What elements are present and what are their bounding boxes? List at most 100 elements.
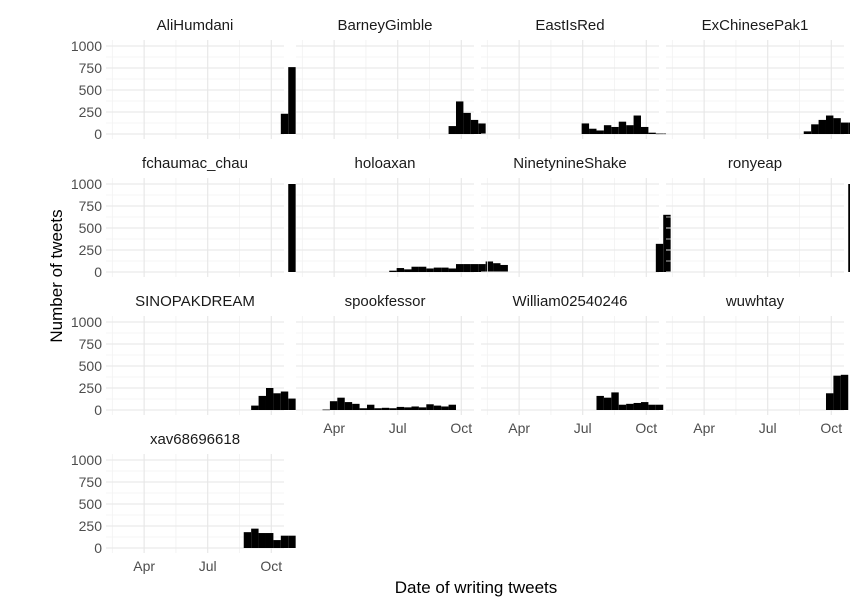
x-tick-label: Apr [323,420,345,436]
histogram-bar [618,121,627,134]
histogram-bar [640,126,649,134]
histogram-bar [640,402,649,410]
histogram-bar [411,406,419,410]
histogram-bar [322,409,330,411]
histogram-bar [611,392,619,410]
histogram-bar [258,533,266,548]
histogram-bar [633,115,641,134]
histogram-bar [418,266,427,272]
y-tick-label: 750 [79,474,103,490]
histogram-bar [811,124,819,134]
histogram-bar [352,403,360,410]
histogram-bar [396,268,405,272]
histogram-bar [803,131,812,134]
histogram-bar [848,122,850,134]
histogram-bar [337,397,345,410]
panel-title: William02540246 [512,293,627,310]
histogram-bar [611,126,619,134]
histogram-bar [648,132,656,134]
histogram-bar [655,133,664,135]
panel-title: AliHumdani [157,17,234,34]
histogram-bar [426,268,434,272]
x-tick-label: Oct [635,420,657,436]
panel-title: holoaxan [355,155,416,172]
histogram-bar [581,123,590,134]
histogram-bar [840,374,849,410]
histogram-bar [329,401,338,410]
y-tick-label: 250 [79,380,103,396]
histogram-bar [288,184,296,272]
histogram-bar [265,388,274,410]
histogram-bar [404,269,412,272]
facet-panel: SINOPAKDREAM 0 250 500 750 1000 [71,293,296,418]
facet-panel: ExChinesePak1 [666,17,850,139]
x-tick-label: Apr [508,420,530,436]
y-tick-label: 0 [94,126,102,142]
histogram-bar [500,264,508,272]
y-tick-label: 500 [79,82,103,98]
y-tick-label: 0 [94,264,102,280]
histogram-bar [359,408,367,410]
facet-panel: AliHumdani 0 250 500 750 1000 [71,17,296,142]
facet-panel: William02540246 Apr Jul Oct [481,293,664,436]
x-tick-label: Jul [389,420,407,436]
histogram-bar [288,535,296,548]
histogram-bar [366,404,375,410]
x-tick-label: Jul [199,558,217,574]
histogram-bar [448,404,456,410]
x-tick-label: Jul [759,420,777,436]
x-tick-label: Oct [450,420,472,436]
histogram-bar [374,408,382,410]
histogram-bar [273,393,281,410]
y-tick-label: 0 [94,540,102,556]
histogram-bar [273,540,281,548]
histogram-bar [626,125,634,134]
x-axis-title: Date of writing tweets [395,578,558,597]
histogram-bar [433,267,442,272]
histogram-bar [663,214,671,272]
y-tick-label: 250 [79,518,103,534]
histogram-bar [411,266,419,272]
histogram-bar [633,402,641,410]
histogram-bar [478,123,486,134]
panel-title: NinetynineShake [513,155,626,172]
histogram-bar [448,126,456,134]
y-tick-label: 500 [79,220,103,236]
histogram-bar [243,532,252,548]
histogram-bar [626,403,634,410]
panel-title: fchaumac_chau [142,155,248,172]
x-tick-label: Jul [574,420,592,436]
facet-panel: ronyeap [666,155,850,277]
histogram-bar [603,397,612,410]
histogram-bar [448,268,456,272]
histogram-bar [833,118,841,134]
histogram-bar [470,264,479,272]
histogram-bar [589,128,597,134]
y-tick-label: 750 [79,60,103,76]
histogram-bar [833,375,841,410]
histogram-bar [426,404,434,410]
panel-title: spookfessor [345,293,426,310]
histogram-bar [396,406,405,410]
histogram-bar [280,113,289,134]
histogram-bar [618,404,627,410]
panel-title: xav68696618 [150,431,240,448]
y-tick-label: 1000 [71,314,102,330]
facet-panel: xav68696618 0 250 500 750 1000 Apr Jul Oct [71,431,296,574]
facet-panel: holoaxan [296,155,508,277]
y-tick-label: 0 [94,402,102,418]
histogram-bar [441,267,449,272]
panel-title: wuwhtay [725,293,785,310]
facet-panel: NinetynineShake [481,155,671,277]
y-tick-label: 750 [79,336,103,352]
panel-title: SINOPAKDREAM [135,293,255,310]
histogram-bar [404,407,412,410]
y-tick-label: 1000 [71,38,102,54]
histogram-bar [433,405,442,410]
histogram-bar [648,404,656,410]
histogram-bar [463,264,471,272]
histogram-bar [288,67,296,134]
panel-title: ExChinesePak1 [702,17,809,34]
facet-panel: EastIsRed [481,17,671,139]
